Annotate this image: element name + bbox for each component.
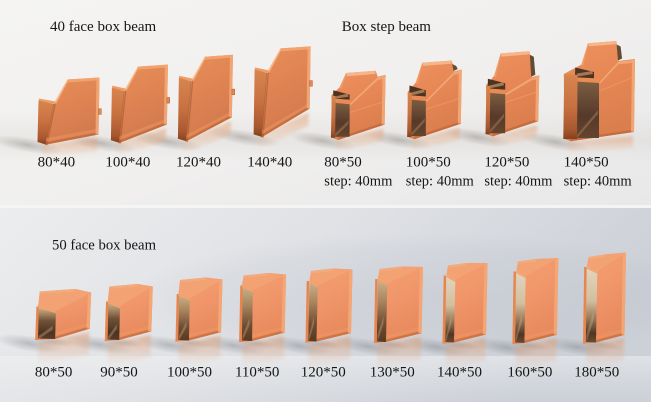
svg-text:120*50: 120*50 xyxy=(301,365,346,381)
svg-text:140*50: 140*50 xyxy=(564,155,609,171)
svg-text:140*40: 140*40 xyxy=(247,155,292,171)
svg-text:80*40: 80*40 xyxy=(38,155,76,171)
svg-text:110*50: 110*50 xyxy=(235,365,279,381)
svg-text:Box step beam: Box step beam xyxy=(342,19,431,35)
svg-text:140*50: 140*50 xyxy=(437,365,482,381)
svg-text:100*50: 100*50 xyxy=(406,155,451,171)
svg-text:80*50: 80*50 xyxy=(35,365,73,381)
svg-text:180*50: 180*50 xyxy=(574,365,619,381)
svg-text:160*50: 160*50 xyxy=(507,365,552,381)
svg-text:120*40: 120*40 xyxy=(176,155,221,171)
svg-text:step: 40mm: step: 40mm xyxy=(564,174,633,190)
svg-text:130*50: 130*50 xyxy=(370,365,415,381)
svg-text:40 face box beam: 40 face box beam xyxy=(50,19,157,35)
svg-text:step: 40mm: step: 40mm xyxy=(406,174,475,190)
svg-text:100*40: 100*40 xyxy=(105,155,150,171)
svg-text:step: 40mm: step: 40mm xyxy=(324,174,393,190)
svg-text:80*50: 80*50 xyxy=(324,155,362,171)
svg-text:120*50: 120*50 xyxy=(484,155,529,171)
svg-text:90*50: 90*50 xyxy=(100,365,138,381)
svg-text:50 face box beam: 50 face box beam xyxy=(52,238,157,254)
svg-text:100*50: 100*50 xyxy=(167,365,212,381)
svg-text:step: 40mm: step: 40mm xyxy=(484,174,553,190)
